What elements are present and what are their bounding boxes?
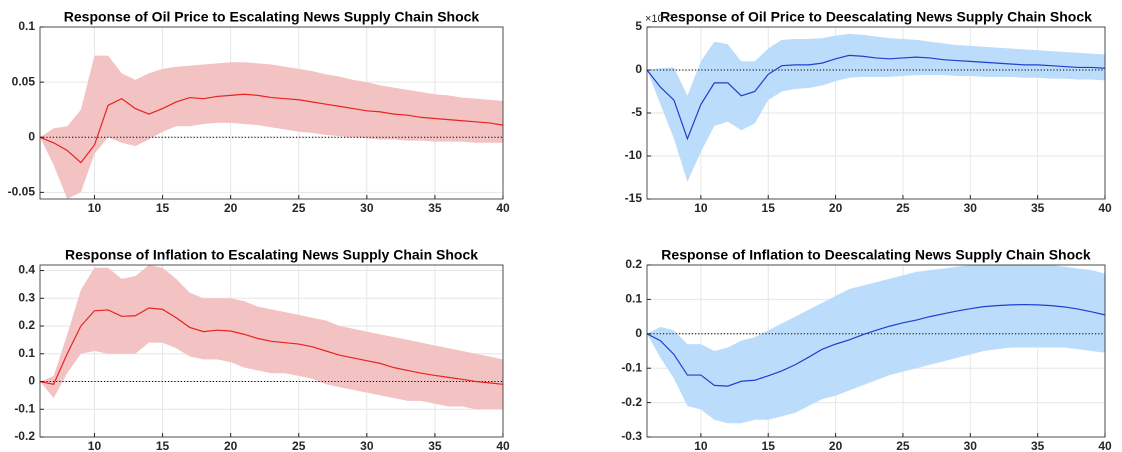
y-tick-label: 0 [635, 326, 642, 340]
x-tick-label: 20 [224, 439, 238, 452]
subplot: 10 15 20 25 30 35 40 -0.05 0 0.05 0.1 Response of O… [8, 9, 510, 215]
x-tick-label: 10 [694, 439, 708, 452]
x-tick-label: 15 [156, 439, 170, 452]
x-tick-label: 10 [694, 201, 708, 215]
y-tick-label: 0.1 [18, 346, 35, 360]
y-tick-label: 0 [28, 374, 35, 388]
x-tick-label: 10 [88, 439, 102, 452]
y-tick-label: 0.05 [12, 74, 36, 88]
y-tick-label: -0.2 [621, 395, 642, 409]
confidence-band [40, 55, 503, 199]
y-tick-label: -0.05 [8, 185, 36, 199]
response-line [39, 307, 504, 385]
y-tick-label: 0.1 [18, 19, 35, 33]
x-tick-label: 40 [1098, 439, 1112, 452]
x-tick-label: 30 [964, 439, 978, 452]
y-tick-label: 0 [635, 62, 642, 76]
x-tick-label: 40 [1098, 201, 1112, 215]
x-tick-label: 25 [292, 439, 306, 452]
x-tick-label: 35 [1031, 201, 1045, 215]
x-tick-label: 25 [896, 201, 910, 215]
response-line [646, 303, 1106, 387]
x-tick-label: 15 [762, 439, 776, 452]
x-tick-label: 35 [428, 201, 442, 215]
x-tick-label: 25 [292, 201, 306, 215]
x-tick-label: 20 [829, 201, 843, 215]
confidence-band [647, 265, 1105, 424]
y-tick-label: 0.2 [625, 257, 642, 271]
axes-box [39, 264, 504, 438]
x-tick-label: 35 [1031, 439, 1045, 452]
y-tick-label: 0.4 [18, 263, 35, 277]
x-tick-label: 30 [360, 201, 374, 215]
y-tick-label: 0.2 [18, 318, 35, 332]
y-tick-label: -0.1 [14, 401, 35, 415]
response-line [39, 93, 504, 164]
response-line [646, 54, 1106, 141]
x-tick-label: 40 [496, 201, 510, 215]
y-tick-label: -0.2 [14, 429, 35, 443]
subplot: 10 15 20 25 30 35 40 -15 -10 -5 0 5 Response of Oil … [625, 9, 1112, 215]
y-tick-label: -0.1 [621, 360, 642, 374]
subplot: 10 15 20 25 30 35 40 -0.3 -0.2 -0.1 0 0.1 0.2 Respons… [621, 247, 1112, 452]
axes-box [646, 264, 1106, 438]
y-tick-label: -10 [625, 148, 643, 162]
subplot: 10 15 20 25 30 35 40 -0.2 -0.1 0 0.1 0.2 0.3 0.4 Respo… [14, 247, 510, 452]
y-tick-label: -5 [631, 105, 642, 119]
y-exponent-label: ×10⁻³ [645, 13, 673, 25]
x-tick-label: 10 [88, 201, 102, 215]
chart-title: Response of Inflation to Deescalating Ne… [661, 247, 1091, 263]
y-tick-label: -15 [625, 191, 643, 205]
chart-title: Response of Inflation to Escalating News… [65, 247, 478, 263]
x-tick-label: 20 [224, 201, 238, 215]
x-tick-label: 30 [964, 201, 978, 215]
y-tick-label: 5 [635, 19, 642, 33]
y-tick-label: 0.1 [625, 292, 642, 306]
x-tick-label: 40 [496, 439, 510, 452]
x-tick-label: 25 [896, 439, 910, 452]
confidence-band [40, 265, 503, 410]
y-tick-label: 0.3 [18, 290, 35, 304]
y-tick-label: 0 [28, 129, 35, 143]
x-tick-label: 20 [829, 439, 843, 452]
confidence-band [647, 33, 1105, 182]
x-tick-label: 15 [762, 201, 776, 215]
y-tick-label: -0.3 [621, 429, 642, 443]
chart-title: Response of Oil Price to Deescalating Ne… [660, 9, 1092, 25]
axes-box [39, 26, 504, 200]
x-tick-label: 35 [428, 439, 442, 452]
x-tick-label: 30 [360, 439, 374, 452]
chart-title: Response of Oil Price to Escalating News… [64, 9, 480, 25]
x-tick-label: 15 [156, 201, 170, 215]
